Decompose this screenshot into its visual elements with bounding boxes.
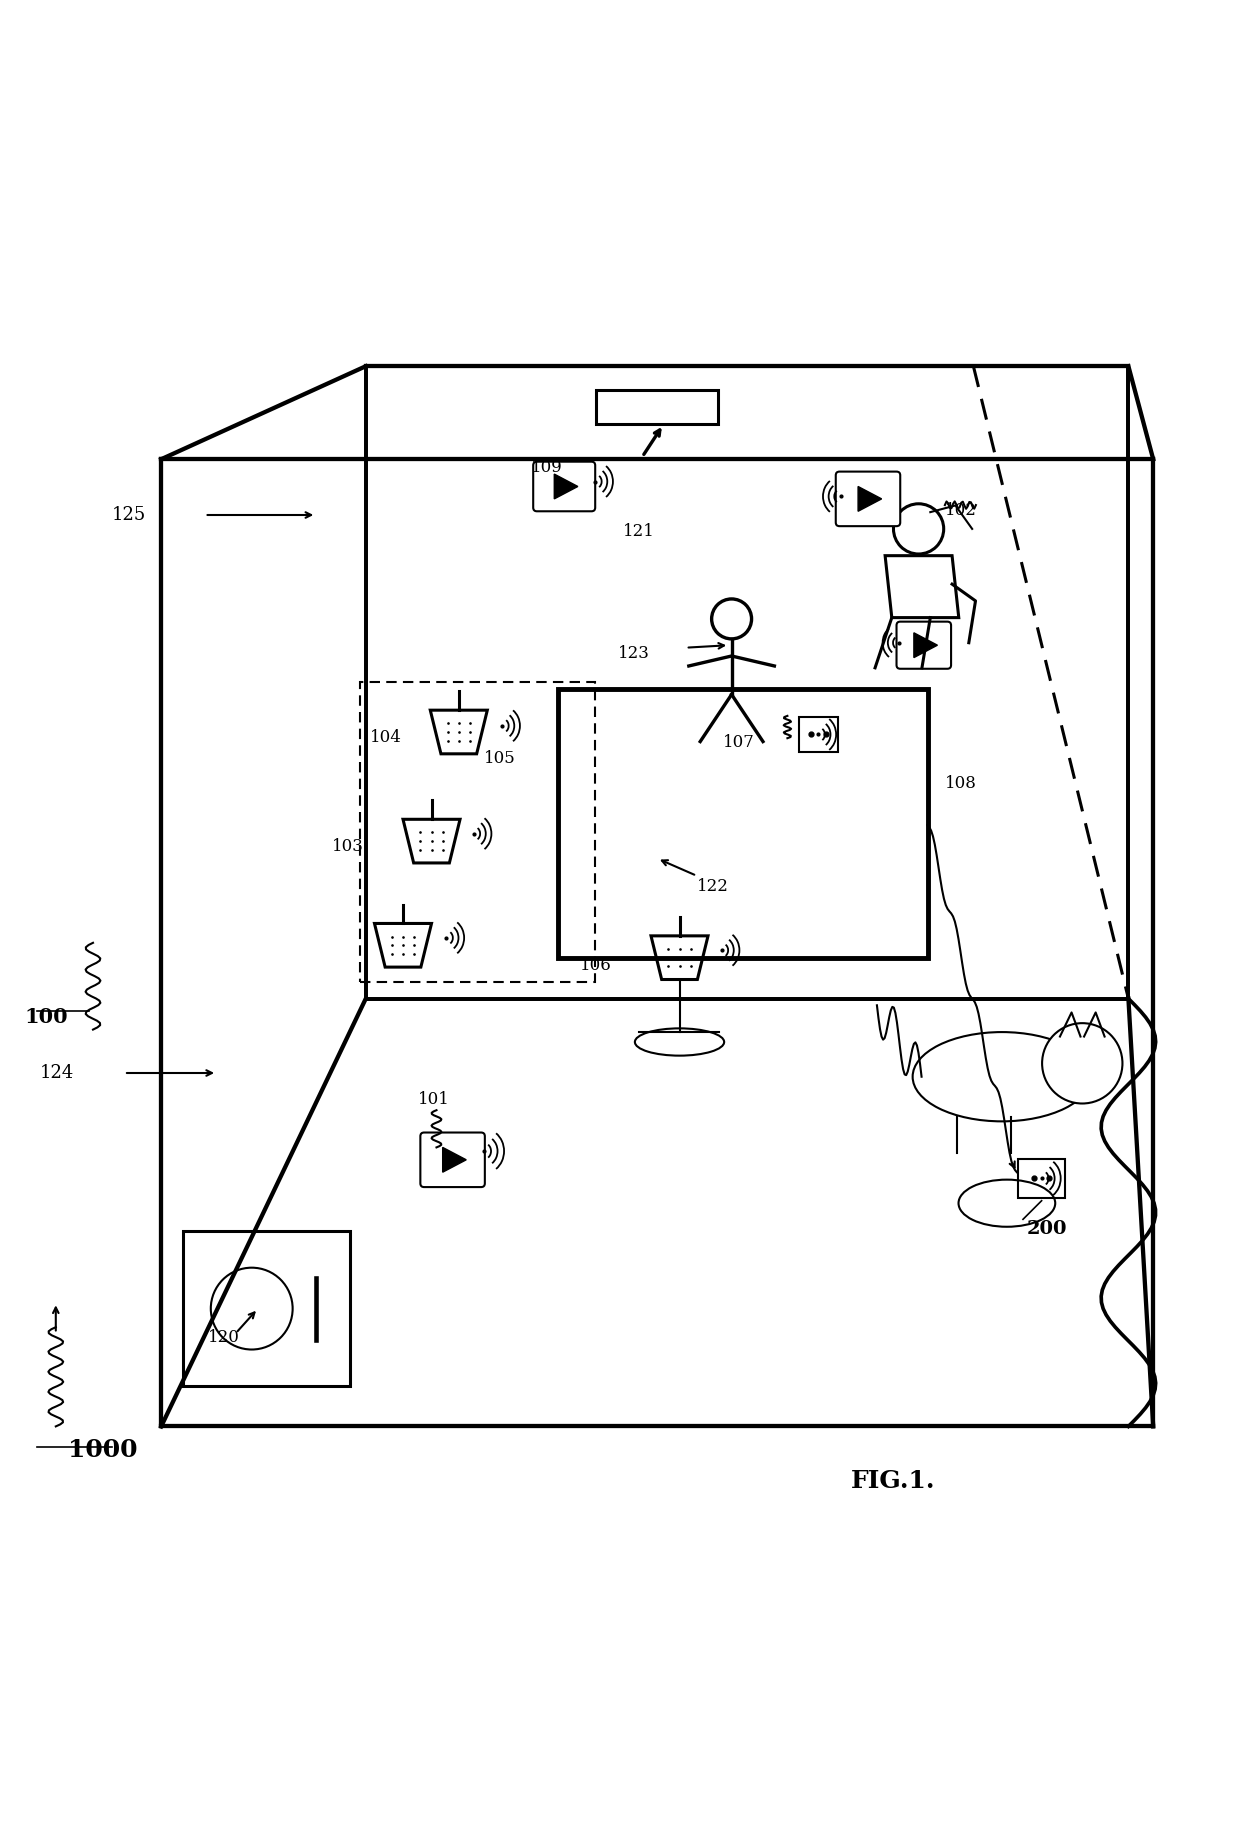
Bar bbox=[799, 718, 838, 751]
Ellipse shape bbox=[913, 1032, 1091, 1122]
Text: 102: 102 bbox=[945, 501, 977, 520]
FancyBboxPatch shape bbox=[420, 1133, 485, 1188]
Text: 124: 124 bbox=[40, 1065, 74, 1081]
FancyBboxPatch shape bbox=[836, 472, 900, 527]
Polygon shape bbox=[443, 1148, 466, 1171]
Text: 122: 122 bbox=[697, 878, 729, 894]
Circle shape bbox=[894, 503, 944, 554]
Polygon shape bbox=[403, 819, 460, 863]
Text: 1000: 1000 bbox=[68, 1438, 138, 1463]
Text: 120: 120 bbox=[208, 1329, 241, 1346]
Text: 103: 103 bbox=[332, 837, 365, 856]
Polygon shape bbox=[914, 633, 937, 657]
Text: 108: 108 bbox=[945, 775, 977, 791]
Bar bbox=[360, 683, 595, 982]
Polygon shape bbox=[374, 924, 432, 968]
Text: 200: 200 bbox=[1027, 1221, 1068, 1237]
Text: 105: 105 bbox=[484, 749, 516, 767]
Bar bbox=[184, 1232, 350, 1386]
Text: FIG.1.: FIG.1. bbox=[851, 1469, 935, 1493]
Text: 107: 107 bbox=[723, 734, 755, 751]
FancyBboxPatch shape bbox=[897, 622, 951, 668]
Polygon shape bbox=[858, 487, 882, 510]
Polygon shape bbox=[430, 711, 487, 755]
Text: 104: 104 bbox=[370, 729, 402, 745]
Bar bbox=[1018, 1159, 1065, 1199]
Circle shape bbox=[1042, 1023, 1122, 1103]
Polygon shape bbox=[651, 936, 708, 979]
Text: 109: 109 bbox=[531, 459, 563, 476]
Bar bbox=[596, 389, 718, 424]
Text: 123: 123 bbox=[618, 644, 650, 661]
Text: 106: 106 bbox=[580, 957, 613, 975]
Polygon shape bbox=[554, 474, 578, 499]
Text: 100: 100 bbox=[25, 1008, 68, 1028]
Bar bbox=[558, 688, 928, 958]
Text: 121: 121 bbox=[622, 523, 655, 540]
Text: 101: 101 bbox=[418, 1091, 450, 1107]
Text: 125: 125 bbox=[112, 507, 146, 523]
Polygon shape bbox=[885, 556, 959, 617]
FancyBboxPatch shape bbox=[533, 461, 595, 510]
